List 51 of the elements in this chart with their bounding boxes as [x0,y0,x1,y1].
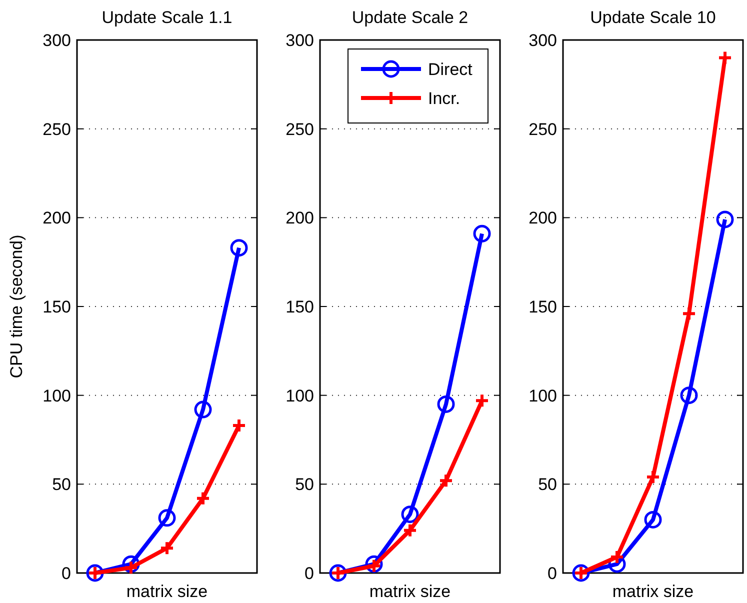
point [158,509,176,527]
point [474,393,490,408]
x-axis-title: matrix size [369,582,451,601]
y-tick-label: 150 [42,297,71,316]
chart-title: Update Scale 2 [352,8,468,27]
y-tick-label: 250 [528,120,557,139]
point [124,560,138,576]
x-axis-title: matrix size [612,582,694,601]
point [194,400,212,418]
point [473,224,491,242]
point [682,306,696,322]
y-tick-label: 250 [42,120,71,139]
legend-label: Direct [428,60,473,79]
y-tick-label: 100 [42,386,71,406]
y-tick-label: 300 [42,30,71,50]
point [718,50,732,66]
y-tick-label: 300 [528,30,557,50]
y-tick-label: 0 [304,564,314,583]
y-tick-label: 100 [528,386,557,406]
point [716,210,734,228]
y-tick-label: 150 [286,297,314,316]
y-tick-label: 0 [62,564,71,583]
point [646,470,660,485]
chart-title: Update Scale 1.1 [102,8,232,27]
point [401,506,419,524]
y-tick-label: 300 [286,30,314,50]
y-axis-title: CPU time (second) [7,234,26,378]
point [196,490,210,506]
y-tick-label: 50 [538,475,557,494]
point [644,510,662,528]
y-tick-label: 200 [42,208,71,228]
point [232,418,246,434]
point [610,550,624,565]
y-tick-label: 250 [286,120,314,139]
y-tick-label: 100 [286,386,314,406]
point [160,540,174,556]
legend-label: Incr. [428,88,460,108]
point [402,522,418,538]
y-tick-label: 50 [295,475,314,494]
point [680,386,698,404]
y-tick-label: 50 [52,475,71,494]
chart-title: Update Scale 10 [590,8,716,27]
y-tick-label: 150 [528,297,557,316]
y-tick-label: 0 [548,564,557,583]
point [438,473,454,488]
point [366,558,382,574]
point [437,395,455,413]
y-tick-label: 200 [528,208,557,228]
y-tick-label: 200 [286,208,314,228]
x-axis-title: matrix size [126,582,208,601]
point [230,239,248,257]
